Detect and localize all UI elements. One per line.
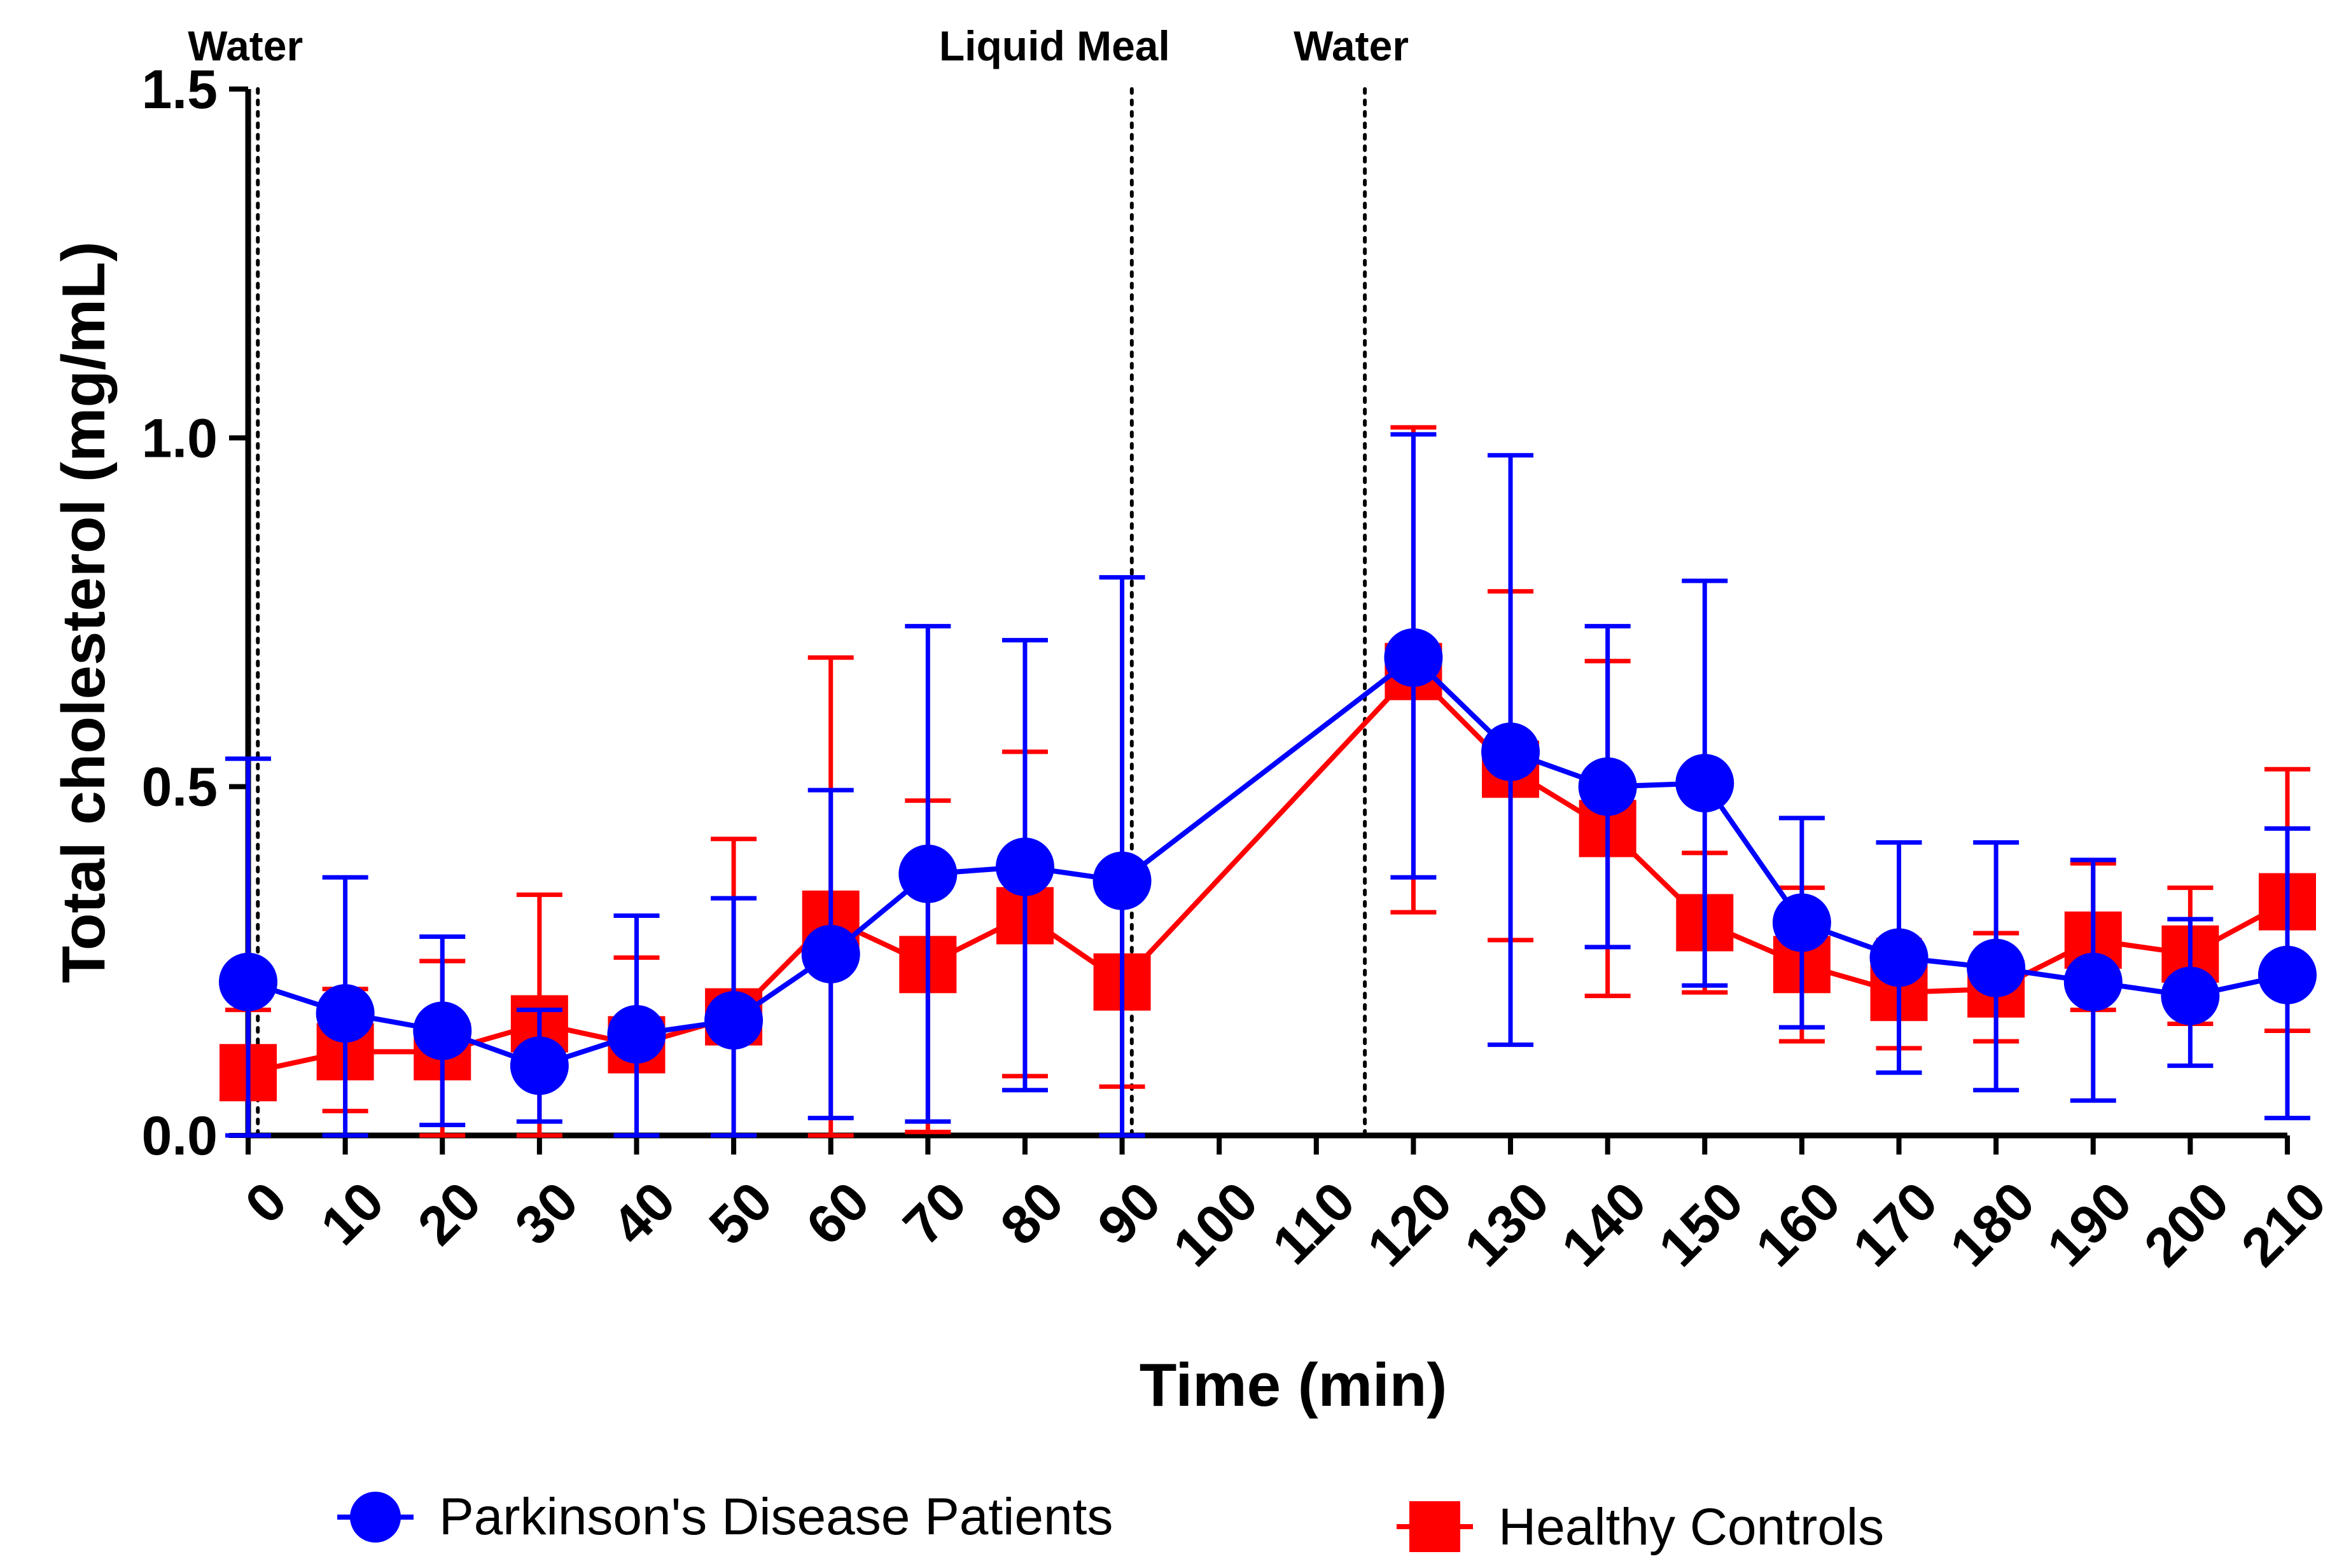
x-tick-label: 140 <box>1550 1170 1657 1278</box>
x-ticks: 0 10 20 30 40 50 60 70 80 90100110120130140150160… <box>234 1135 2330 1278</box>
x-tick-label: 50 <box>698 1170 785 1257</box>
data-point <box>2161 966 2220 1025</box>
data-point <box>995 837 1054 896</box>
data-point <box>898 844 958 903</box>
data-point <box>2063 952 2123 1011</box>
legend-label: Parkinson's Disease Patients <box>439 1488 1113 1546</box>
legend-circle-marker <box>350 1492 401 1543</box>
x-tick-label: 70 <box>892 1170 979 1257</box>
data-point <box>2258 945 2317 1004</box>
x-tick-label: 210 <box>2230 1170 2330 1278</box>
legend-item-parkinsons: Parkinson's Disease Patients <box>337 1488 1113 1546</box>
data-point <box>1481 722 1540 781</box>
x-tick-label: 200 <box>2133 1170 2240 1278</box>
data-point <box>1869 928 1929 987</box>
x-tick-label: 110 <box>1261 1170 1367 1276</box>
x-tick-label: 130 <box>1453 1170 1561 1278</box>
x-axis-title: Time (min) <box>1140 1351 1448 1419</box>
y-tick-label: 0.5 <box>141 757 218 818</box>
x-tick-label: 120 <box>1356 1170 1463 1278</box>
legend-label: Healthy Controls <box>1498 1498 1884 1556</box>
y-ticks: 0.0 0.5 1.0 1.5 <box>141 59 248 1167</box>
x-tick-label: 10 <box>309 1170 396 1257</box>
y-axis-title: Total cholesterol (mg/mL) <box>50 241 118 983</box>
legend-square-marker <box>1409 1501 1460 1552</box>
y-tick-label: 0.0 <box>141 1106 218 1167</box>
x-tick-label: 20 <box>407 1170 493 1257</box>
x-tick-label: 170 <box>1841 1170 1949 1278</box>
x-tick-label: 190 <box>2035 1170 2143 1278</box>
data-point <box>801 924 860 983</box>
series <box>219 425 2317 1138</box>
data-point <box>607 1004 666 1064</box>
y-tick-label: 1.5 <box>141 59 218 120</box>
data-point <box>704 991 764 1050</box>
series-healthy-controls <box>220 425 2316 1138</box>
data-point <box>510 1036 569 1095</box>
x-tick-label: 160 <box>1745 1170 1852 1278</box>
data-point <box>1384 628 1443 687</box>
data-point <box>1578 757 1637 816</box>
event-label: Water <box>188 22 303 69</box>
data-point <box>219 952 277 1011</box>
x-tick-label: 40 <box>601 1170 687 1257</box>
series-parkinsons <box>219 432 2317 1138</box>
data-point <box>1967 938 2026 997</box>
y-tick-label: 1.0 <box>141 408 218 469</box>
axes: 0.0 0.5 1.0 1.5 0 10 20 30 40 50 60 70 80 9010011012… <box>50 59 2330 1419</box>
x-tick-label: 100 <box>1162 1170 1269 1278</box>
x-tick-label: 150 <box>1647 1170 1755 1278</box>
data-point <box>1675 754 1734 813</box>
x-tick-label: 90 <box>1086 1170 1173 1257</box>
legend-item-healthy-controls: Healthy Controls <box>1397 1498 1884 1556</box>
x-tick-label: 30 <box>503 1170 590 1257</box>
event-label: Liquid Meal <box>939 22 1170 69</box>
event-label: Water <box>1294 22 1409 69</box>
data-point <box>413 1001 472 1060</box>
x-tick-label: 60 <box>795 1170 881 1257</box>
x-tick-label: 80 <box>989 1170 1075 1257</box>
data-point <box>1772 893 1831 952</box>
x-tick-label: 180 <box>1939 1170 2046 1278</box>
data-point <box>316 984 375 1043</box>
data-point <box>1092 851 1152 910</box>
x-tick-label: 0 <box>234 1170 298 1235</box>
event-markers: Water Liquid Meal Water <box>188 22 1409 1137</box>
legend: Parkinson's Disease Patients Healthy Con… <box>337 1488 1884 1556</box>
